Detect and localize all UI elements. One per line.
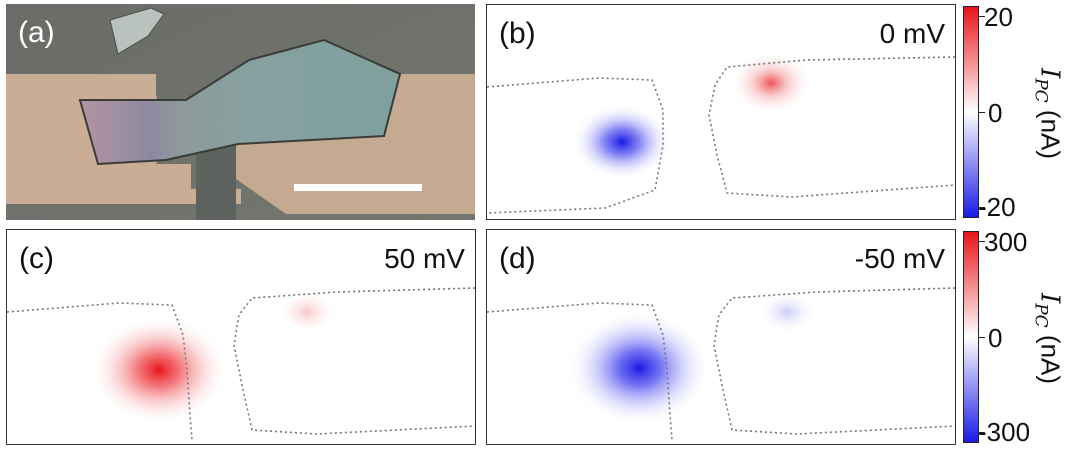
colorbar-bottom-tick-mark [979, 337, 985, 338]
colorbar-top-subscript: PC [1030, 78, 1051, 103]
colorbar-top [963, 6, 979, 218]
colorbar-bottom-tick-max: 300 [984, 227, 1028, 257]
panel-c-label: (c) [19, 242, 54, 275]
colorbar-top-symbol: I [1034, 67, 1065, 79]
colorbar-bottom-unit: (nA) [1035, 334, 1066, 385]
colorbar-bottom-tick-mark [979, 432, 985, 433]
colorbar-top-tick-min: -20 [978, 192, 1016, 222]
main-flake [78, 38, 402, 166]
panel-a-label: (a) [18, 16, 55, 49]
colorbar-bottom-symbol: I [1034, 292, 1065, 304]
panel-d-photocurrent-map: (d) -50 mV [486, 229, 956, 445]
positive-spot-large [89, 315, 229, 425]
optical-micrograph [6, 4, 475, 220]
colorbar-top-tick-max: 20 [984, 2, 1013, 32]
right-electrode-outline [233, 287, 475, 435]
panel-b-label: (b) [499, 17, 536, 50]
colorbar-bottom-tick-zero: 0 [988, 323, 1003, 353]
panel-a-optical-image: (a) [6, 4, 475, 220]
negative-spot-large [567, 310, 711, 426]
colorbar-bottom-tick-mark [979, 241, 985, 242]
panel-d-bias-label: -50 mV [854, 243, 945, 274]
colorbar-top-unit: (nA) [1035, 109, 1066, 160]
panel-b-photocurrent-map: (b) 0 mV [486, 4, 956, 220]
panel-d-map [487, 287, 955, 441]
top-flake [109, 7, 165, 55]
channel-gap [196, 139, 236, 220]
panel-c-map [7, 287, 475, 441]
panel-b-map [487, 51, 955, 214]
colorbar-top-tick-mark [979, 16, 985, 17]
colorbar-bottom-tick-min: -300 [978, 417, 1031, 447]
colorbar-top-tick-mark [979, 112, 985, 113]
left-electrode-outline [487, 77, 664, 214]
panel-c-photocurrent-map: (c) 50 mV [6, 229, 476, 445]
negative-spot [572, 104, 672, 180]
scale-bar [294, 184, 422, 191]
right-electrode-outline [713, 287, 955, 435]
positive-spot [729, 51, 813, 115]
colorbar-top-axis-label: IPC (nA) [1031, 14, 1066, 214]
panel-d-label: (d) [499, 242, 536, 275]
panel-c-bias-label: 50 mV [384, 243, 465, 274]
colorbar-top-tick-mark [979, 207, 985, 208]
colorbar-top-tick-zero: 0 [988, 98, 1003, 128]
positive-spot-small [277, 290, 337, 334]
colorbar-bottom-axis-label: IPC (nA) [1031, 239, 1066, 439]
panel-b-bias-label: 0 mV [879, 18, 945, 49]
negative-spot-small [757, 290, 817, 334]
right-electrode-outline [708, 56, 955, 198]
colorbar-bottom [963, 231, 979, 443]
colorbar-bottom-subscript: PC [1030, 303, 1051, 328]
